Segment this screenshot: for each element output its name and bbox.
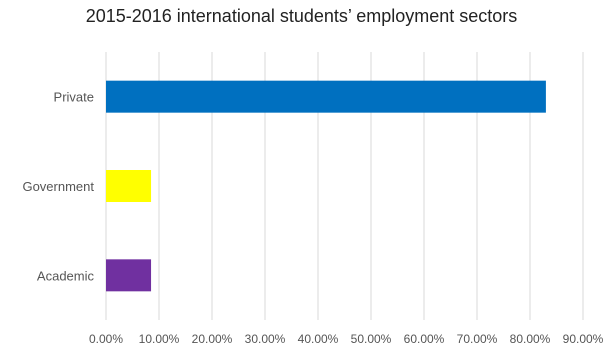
- x-tick-label: 50.00%: [351, 332, 392, 346]
- x-tick-label: 70.00%: [457, 332, 498, 346]
- x-tick-label: 0.00%: [89, 332, 123, 346]
- tick-labels: 0.00% 10.00% 20.00% 30.00% 40.00% 50.00% 60.00…: [89, 332, 603, 346]
- bar-private: [106, 80, 546, 113]
- x-tick-label: 80.00%: [510, 332, 551, 346]
- category-labels: Private Government Academic: [22, 90, 94, 284]
- category-label-government: Government: [22, 179, 94, 194]
- x-tick-label: 30.00%: [245, 332, 286, 346]
- x-tick-label: 90.00%: [563, 332, 603, 346]
- chart-title: 2015-2016 international students’ employ…: [85, 6, 518, 26]
- category-label-academic: Academic: [37, 268, 95, 283]
- x-tick-label: 20.00%: [192, 332, 233, 346]
- bar-academic: [106, 259, 152, 292]
- x-tick-label: 40.00%: [298, 332, 339, 346]
- category-label-private: Private: [54, 90, 94, 105]
- bar-government: [106, 170, 152, 202]
- x-tick-label: 60.00%: [404, 332, 445, 346]
- bars: [106, 80, 546, 292]
- x-tick-label: 10.00%: [139, 332, 180, 346]
